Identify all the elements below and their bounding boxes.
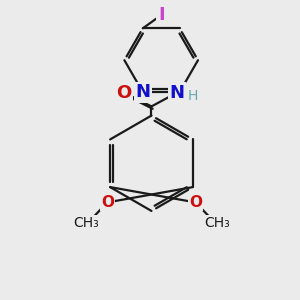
Text: CH₃: CH₃ <box>204 216 230 230</box>
Text: I: I <box>158 6 164 24</box>
Text: O: O <box>101 195 114 210</box>
Text: N: N <box>135 83 150 101</box>
Text: O: O <box>189 195 202 210</box>
Text: H: H <box>187 88 198 103</box>
Text: CH₃: CH₃ <box>73 216 99 230</box>
Text: N: N <box>169 84 184 102</box>
Text: O: O <box>116 84 132 102</box>
